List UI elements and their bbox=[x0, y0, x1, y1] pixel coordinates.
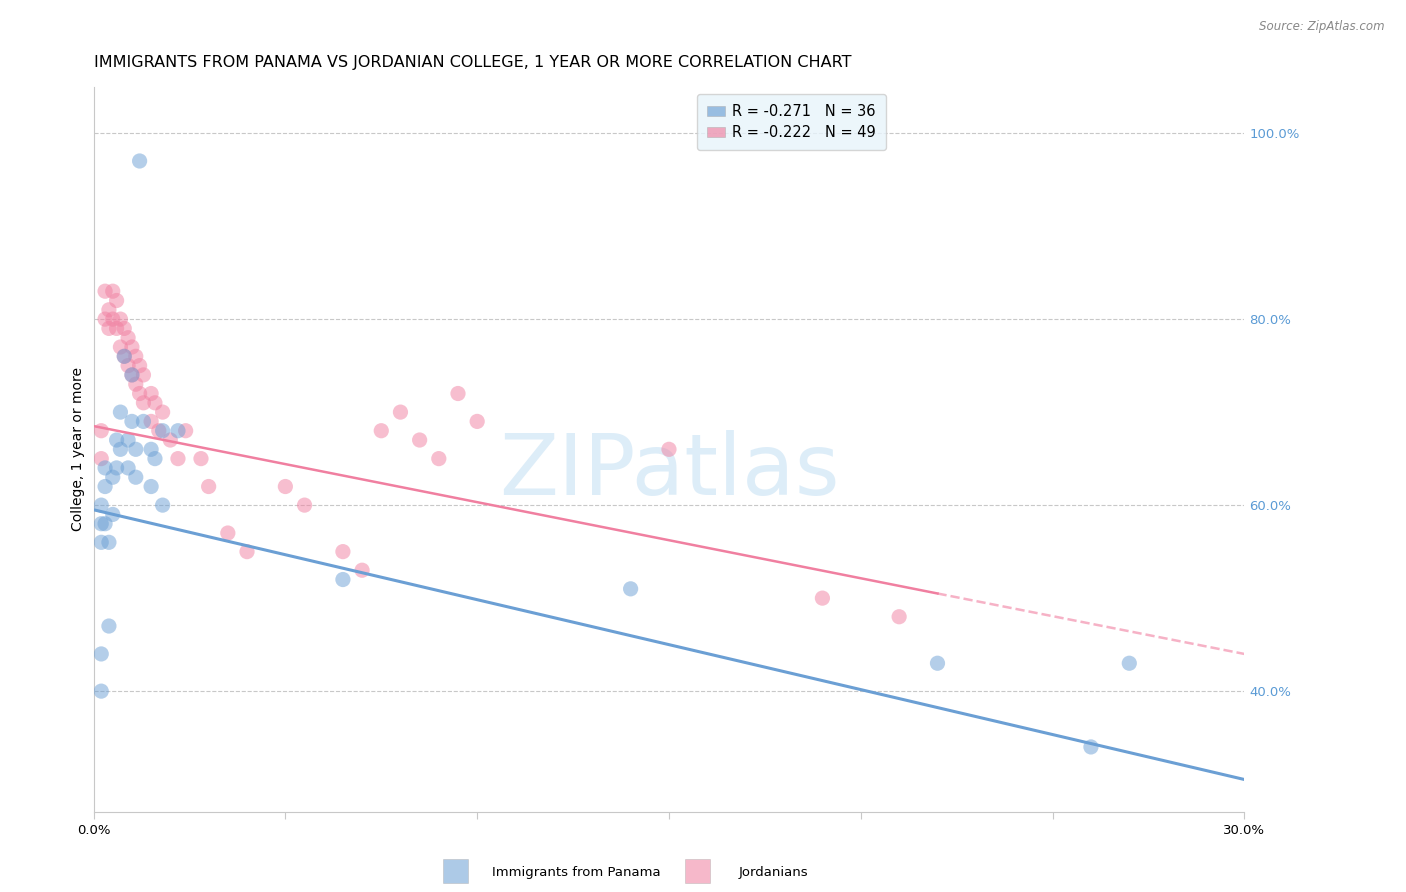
Point bbox=[620, 582, 643, 596]
Point bbox=[117, 359, 139, 373]
Point bbox=[811, 591, 834, 606]
Point bbox=[90, 535, 112, 549]
Point bbox=[132, 368, 155, 382]
Point bbox=[139, 386, 162, 401]
Point bbox=[332, 544, 354, 558]
Point bbox=[197, 479, 219, 493]
Point bbox=[94, 312, 117, 326]
Point bbox=[105, 293, 128, 308]
Text: IMMIGRANTS FROM PANAMA VS JORDANIAN COLLEGE, 1 YEAR OR MORE CORRELATION CHART: IMMIGRANTS FROM PANAMA VS JORDANIAN COLL… bbox=[94, 55, 851, 70]
Point bbox=[447, 386, 470, 401]
Point bbox=[143, 396, 166, 410]
Point bbox=[121, 368, 143, 382]
Point bbox=[139, 414, 162, 428]
Point bbox=[465, 414, 488, 428]
Point bbox=[121, 414, 143, 428]
Point bbox=[94, 479, 117, 493]
Point bbox=[294, 498, 316, 512]
Point bbox=[101, 508, 124, 522]
Point bbox=[352, 563, 374, 577]
Point bbox=[101, 284, 124, 298]
Point bbox=[125, 470, 148, 484]
Point bbox=[167, 451, 190, 466]
Point bbox=[125, 349, 148, 363]
Point bbox=[90, 647, 112, 661]
Point bbox=[152, 405, 174, 419]
Point bbox=[128, 359, 150, 373]
Point bbox=[112, 321, 135, 335]
Point bbox=[112, 349, 135, 363]
Point bbox=[427, 451, 450, 466]
Point bbox=[117, 433, 139, 447]
Point bbox=[389, 405, 412, 419]
Point bbox=[927, 657, 949, 671]
Point bbox=[94, 284, 117, 298]
Point bbox=[1118, 657, 1140, 671]
Point bbox=[887, 609, 910, 624]
Point bbox=[152, 498, 174, 512]
Point bbox=[101, 312, 124, 326]
Point bbox=[97, 321, 120, 335]
Point bbox=[159, 433, 181, 447]
Point bbox=[658, 442, 681, 457]
Point bbox=[110, 340, 132, 354]
Point bbox=[167, 424, 190, 438]
Point bbox=[110, 312, 132, 326]
Point bbox=[174, 424, 197, 438]
Point bbox=[105, 461, 128, 475]
Point bbox=[90, 498, 112, 512]
Point bbox=[90, 424, 112, 438]
Point bbox=[139, 479, 162, 493]
Point bbox=[139, 442, 162, 457]
Point bbox=[132, 396, 155, 410]
Point bbox=[97, 619, 120, 633]
Text: Source: ZipAtlas.com: Source: ZipAtlas.com bbox=[1260, 20, 1385, 33]
Point bbox=[90, 684, 112, 698]
Point bbox=[148, 424, 170, 438]
Point bbox=[117, 461, 139, 475]
Text: Immigrants from Panama: Immigrants from Panama bbox=[492, 866, 661, 879]
Point bbox=[94, 516, 117, 531]
Point bbox=[128, 153, 150, 168]
Point bbox=[128, 386, 150, 401]
Point bbox=[121, 368, 143, 382]
Point bbox=[370, 424, 392, 438]
Point bbox=[332, 573, 354, 587]
Point bbox=[152, 424, 174, 438]
Point bbox=[117, 331, 139, 345]
Point bbox=[217, 526, 239, 541]
Point bbox=[94, 461, 117, 475]
Point bbox=[101, 470, 124, 484]
Legend: R = -0.271   N = 36, R = -0.222   N = 49: R = -0.271 N = 36, R = -0.222 N = 49 bbox=[697, 94, 886, 150]
Text: Jordanians: Jordanians bbox=[738, 866, 808, 879]
Point bbox=[236, 544, 259, 558]
Point bbox=[90, 451, 112, 466]
Point bbox=[97, 535, 120, 549]
Point bbox=[97, 302, 120, 317]
Point bbox=[1080, 739, 1102, 754]
Point bbox=[408, 433, 430, 447]
Point bbox=[105, 433, 128, 447]
Point bbox=[110, 442, 132, 457]
Point bbox=[125, 442, 148, 457]
Point bbox=[125, 377, 148, 392]
Y-axis label: College, 1 year or more: College, 1 year or more bbox=[72, 368, 86, 532]
Point bbox=[274, 479, 297, 493]
Point bbox=[121, 340, 143, 354]
Point bbox=[110, 405, 132, 419]
Point bbox=[90, 516, 112, 531]
Point bbox=[105, 321, 128, 335]
Text: ZIPatlas: ZIPatlas bbox=[499, 430, 839, 513]
Point bbox=[190, 451, 212, 466]
Point bbox=[112, 349, 135, 363]
Point bbox=[143, 451, 166, 466]
Point bbox=[132, 414, 155, 428]
